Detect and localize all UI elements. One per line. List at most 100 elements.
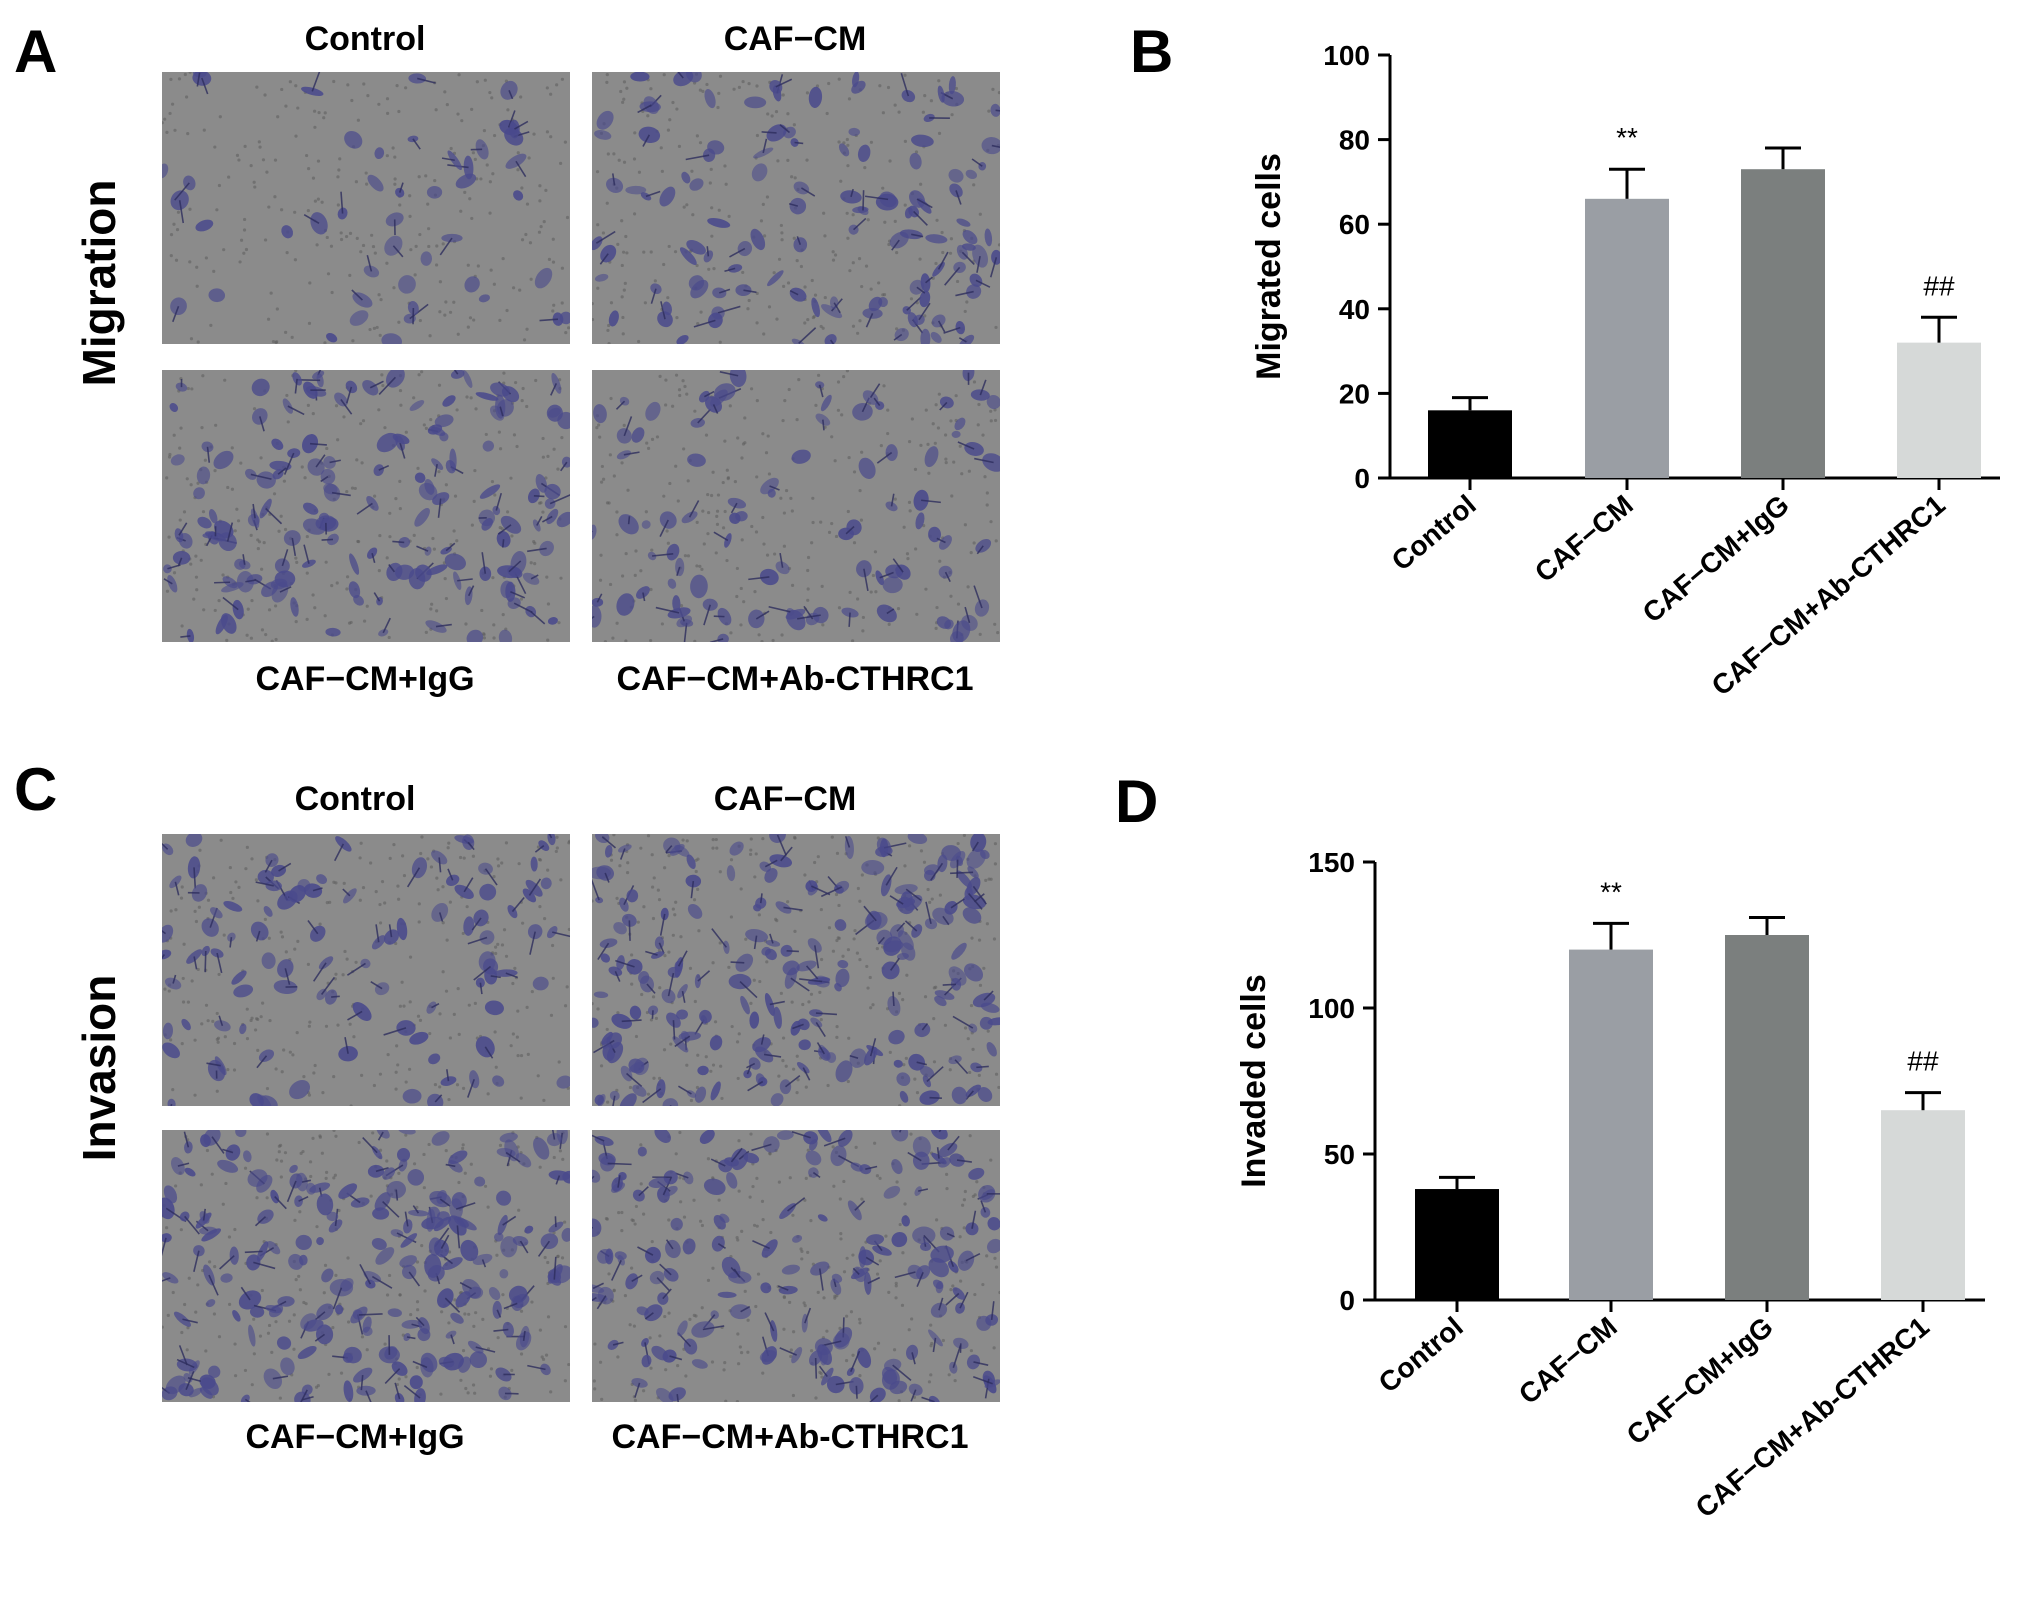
pore-dot [530,1300,534,1304]
pore-dot [984,878,988,882]
pore-dot [404,1080,408,1084]
pore-dot [822,1296,826,1300]
stained-cell [679,247,697,266]
pore-dot [361,885,366,890]
cell-process [965,1090,974,1100]
cell-process [894,1271,916,1279]
pore-dot [346,83,350,87]
micro-title-c-cafcm: CAF−CM [713,780,857,818]
pore-dot [831,258,836,262]
pore-dot [967,469,971,473]
pore-dot [835,938,839,943]
pore-dot [893,497,897,501]
cell-process [201,77,209,95]
pore-dot [235,153,240,157]
stained-cell [442,1257,463,1271]
pore-dot [944,457,948,461]
stained-cell [249,1306,265,1318]
pore-dot [878,1259,882,1263]
pore-dot [282,1048,286,1052]
pore-dot [196,967,200,972]
pore-dot [861,629,865,633]
cell-process [193,1250,200,1272]
pore-dot [728,404,732,408]
stained-cell [431,458,444,470]
stained-cell [687,903,703,919]
pore-dot [695,134,699,138]
cell-process [760,1034,765,1045]
cell-process [180,635,191,638]
pore-dot [334,972,338,976]
pore-dot [549,1013,554,1017]
pore-dot [903,864,907,868]
pore-dot [284,330,288,334]
panel-letter-c: C [14,756,58,823]
pore-dot [167,989,171,993]
pore-dot [629,1266,634,1270]
stained-cell [656,1387,674,1402]
pore-dot [265,170,269,174]
cell-process [259,416,265,432]
pore-dot [222,933,226,937]
cell-process [302,1396,314,1401]
pore-dot [633,573,637,577]
pore-dot [869,140,874,144]
y-tick-label: 40 [1339,294,1370,325]
pore-dot [970,936,974,940]
pore-dot [953,1379,957,1383]
cell-process [501,539,505,548]
pore-dot [427,227,431,231]
cell-process [681,990,686,1003]
pore-dot [963,523,967,527]
pore-dot [332,1075,336,1079]
pore-dot [452,300,456,304]
pore-dot [230,487,235,491]
pore-dot [992,1346,996,1350]
pore-dot [950,494,954,498]
stained-cell [162,1197,175,1220]
pore-dot [546,1260,550,1265]
cell-process [467,1078,475,1098]
stained-cell [172,550,191,565]
pore-dot [664,403,668,407]
pore-dot [294,620,298,624]
pore-dot [270,1350,274,1354]
cell-process [802,1067,811,1081]
pore-dot [380,373,384,377]
pore-dot [505,308,509,313]
stained-cell [808,86,823,108]
pore-dot [740,456,744,460]
cell-process [467,585,475,597]
pore-dot [404,86,408,90]
pore-dot [455,1083,460,1087]
pore-dot [985,1254,989,1258]
pore-dot [758,979,762,984]
pore-dot [806,1250,810,1255]
pore-dot [424,630,428,634]
pore-dot [166,1313,170,1317]
micrograph-svg [162,1130,570,1402]
pore-dot [888,1050,892,1054]
cell-process [300,1389,308,1402]
stained-cell [188,1387,203,1398]
pore-dot [796,1078,800,1082]
pore-dot [634,1034,639,1039]
pore-dot [396,884,400,888]
pore-dot [355,236,359,240]
pore-dot [714,837,718,842]
pore-dot [445,103,449,107]
pore-dot [488,90,492,95]
pore-dot [605,201,609,205]
cell-process [938,1297,944,1311]
pore-dot [385,154,389,158]
stained-cell [608,966,623,977]
cell-process [592,878,600,901]
cell-process [952,1015,974,1029]
micrograph-c-cafcm [592,834,1000,1106]
stained-cell [899,1090,909,1103]
pore-dot [418,318,422,323]
pore-dot [526,1052,530,1056]
pore-dot [662,866,667,870]
cell-process [274,1196,287,1210]
cell-process [651,1010,654,1019]
